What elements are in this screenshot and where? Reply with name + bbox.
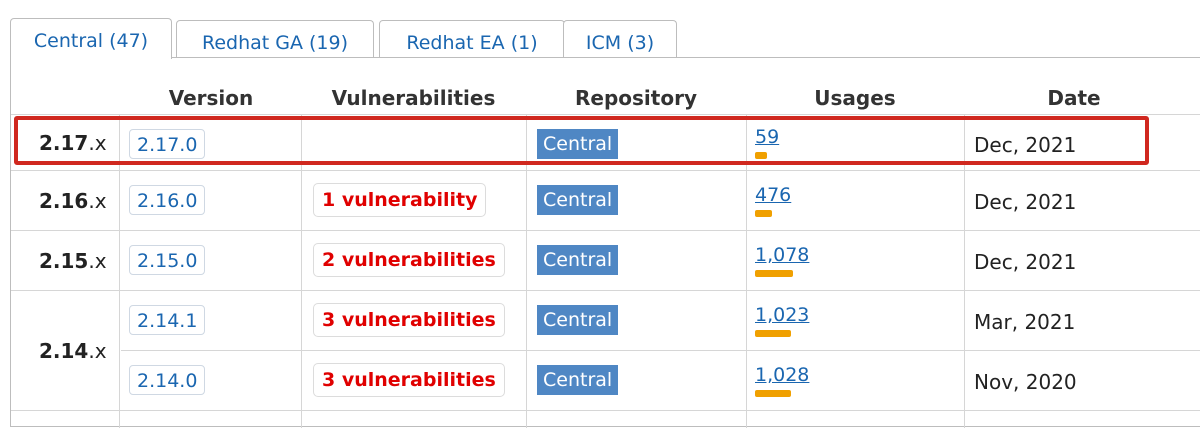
- usages-link[interactable]: 59: [755, 126, 780, 148]
- header-date: Date: [1047, 86, 1101, 110]
- vulnerability-badge[interactable]: 3 vulnerabilities: [313, 303, 505, 337]
- vulnerability-badge[interactable]: 2 vulnerabilities: [313, 243, 505, 277]
- version-link[interactable]: 2.16.0: [129, 185, 206, 215]
- release-date: Dec, 2021: [974, 250, 1077, 274]
- release-date: Mar, 2021: [974, 310, 1076, 334]
- usages-link[interactable]: 1,023: [755, 304, 810, 326]
- repository-badge[interactable]: Central: [537, 185, 619, 215]
- header-repository: Repository: [575, 86, 697, 110]
- usages-link[interactable]: 476: [755, 184, 792, 206]
- major-version: 2.17.x: [39, 131, 107, 155]
- row-divider: [121, 350, 1200, 351]
- major-version: 2.16.x: [39, 189, 107, 213]
- version-link[interactable]: 2.14.0: [129, 365, 206, 395]
- row-divider: [11, 410, 1200, 411]
- major-version: 2.14.x: [39, 339, 107, 363]
- release-date: Nov, 2020: [974, 370, 1077, 394]
- column-divider: [119, 114, 120, 428]
- row-divider: [11, 114, 1200, 115]
- major-version: 2.15.x: [39, 249, 107, 273]
- version-link[interactable]: 2.15.0: [129, 245, 206, 275]
- versions-table: Version Vulnerabilities Repository Usage…: [10, 57, 1200, 428]
- repository-badge[interactable]: Central: [537, 245, 619, 275]
- tab-redhat-ea[interactable]: Redhat EA (1): [379, 20, 565, 58]
- tab-icm[interactable]: ICM (3): [563, 20, 677, 58]
- usage-bar: [755, 210, 772, 217]
- header-version: Version: [168, 86, 254, 110]
- usage-bar: [755, 152, 767, 159]
- repository-badge[interactable]: Central: [537, 129, 619, 159]
- usage-bar: [755, 330, 791, 337]
- column-divider: [964, 114, 965, 428]
- release-date: Dec, 2021: [974, 190, 1077, 214]
- row-divider: [11, 170, 1200, 171]
- header-vulnerabilities: Vulnerabilities: [331, 86, 496, 110]
- repository-badge[interactable]: Central: [537, 305, 619, 335]
- usages-link[interactable]: 1,078: [755, 244, 810, 266]
- repository-badge[interactable]: Central: [537, 365, 619, 395]
- header-usages: Usages: [814, 86, 896, 110]
- version-link[interactable]: 2.14.1: [129, 305, 206, 335]
- row-divider: [11, 230, 1200, 231]
- row-divider: [11, 290, 1200, 291]
- vulnerability-badge[interactable]: 3 vulnerabilities: [313, 363, 505, 397]
- vulnerability-badge[interactable]: 1 vulnerability: [313, 183, 487, 217]
- usage-bar: [755, 390, 791, 397]
- column-divider: [526, 114, 527, 428]
- tab-redhat-ga[interactable]: Redhat GA (19): [176, 20, 374, 58]
- column-divider: [301, 114, 302, 428]
- column-divider: [746, 114, 747, 428]
- table-header: Version Vulnerabilities Repository Usage…: [11, 58, 1200, 112]
- usages-link[interactable]: 1,028: [755, 364, 810, 386]
- usage-bar: [755, 270, 793, 277]
- version-link[interactable]: 2.17.0: [129, 129, 206, 159]
- tab-central[interactable]: Central (47): [10, 18, 172, 59]
- release-date: Dec, 2021: [974, 133, 1077, 157]
